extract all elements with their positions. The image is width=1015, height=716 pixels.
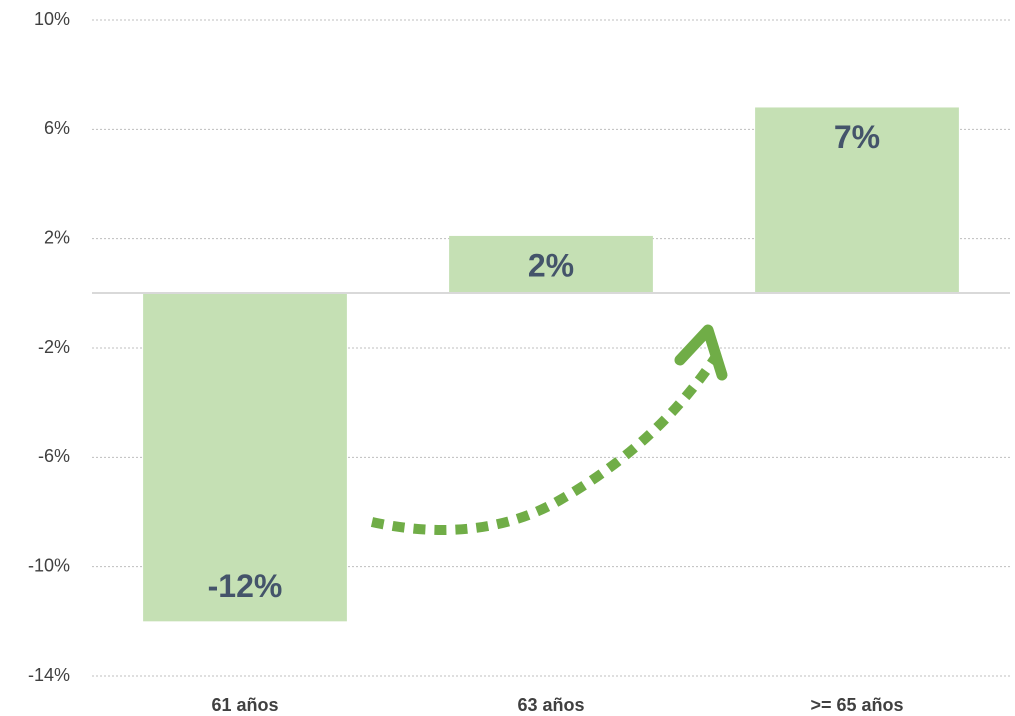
bars: [143, 107, 959, 622]
bar: [755, 107, 959, 294]
value-label: -12%: [208, 568, 283, 604]
value-label: 2%: [528, 247, 574, 283]
x-tick-label: 61 años: [211, 695, 278, 715]
trend-arrow: [370, 355, 720, 535]
y-tick-label: 6%: [44, 118, 70, 138]
y-tick-label: -2%: [38, 337, 70, 357]
y-tick-label: -14%: [28, 665, 70, 685]
x-tick-label: 63 años: [517, 695, 584, 715]
value-label: 7%: [834, 119, 880, 155]
y-tick-label: -10%: [28, 555, 70, 575]
arrow-head: [674, 324, 728, 381]
labels: -14% -10% -6% -2% 2% 6% 10% 61 años -12% 63 años 2…: [28, 9, 904, 715]
bar: [143, 293, 347, 622]
y-tick-label: -6%: [38, 446, 70, 466]
y-tick-label: 10%: [34, 9, 70, 29]
x-tick-label: >= 65 años: [810, 695, 903, 715]
y-tick-label: 2%: [44, 227, 70, 247]
bar: [449, 235, 653, 294]
